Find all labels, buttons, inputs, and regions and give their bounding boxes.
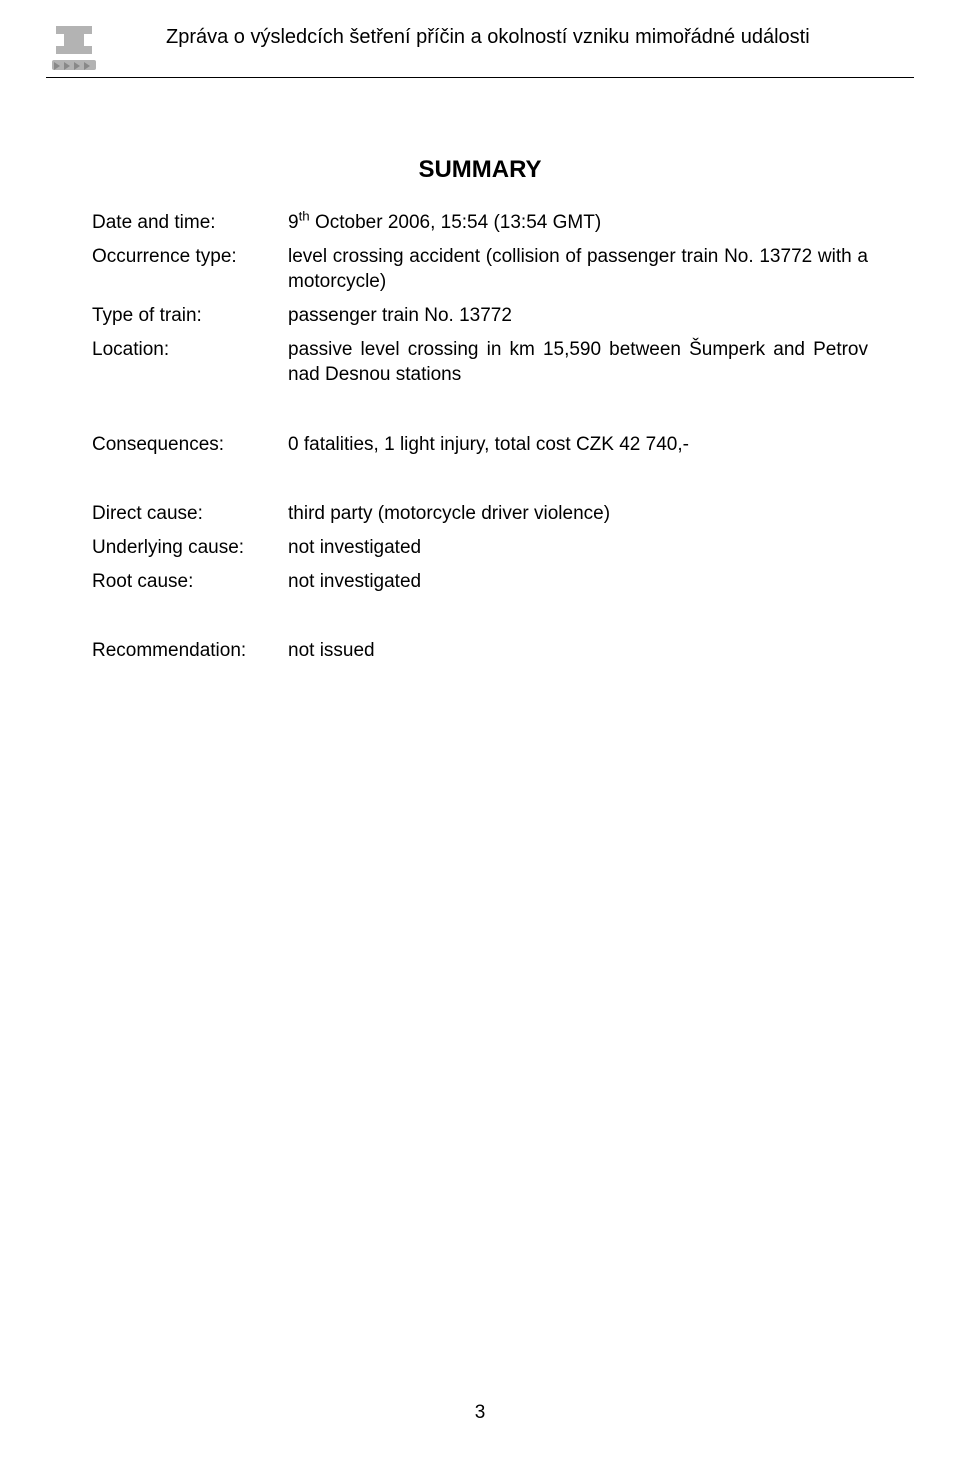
section-gap <box>92 465 868 501</box>
row-date-time: Date and time: 9th October 2006, 15:54 (… <box>92 210 868 236</box>
value-date-time: 9th October 2006, 15:54 (13:54 GMT) <box>288 210 868 236</box>
row-underlying-cause: Underlying cause: not investigated <box>92 535 868 561</box>
ordinal-suffix: th <box>299 209 310 224</box>
label-occurrence: Occurrence type: <box>92 244 288 270</box>
value-root-cause: not investigated <box>288 569 868 595</box>
value-train-type: passenger train No. 13772 <box>288 303 868 329</box>
logo-emblem <box>46 18 102 74</box>
value-recommendation: not issued <box>288 638 868 664</box>
label-location: Location: <box>92 337 288 363</box>
section-gap <box>92 396 868 432</box>
label-consequences: Consequences: <box>92 432 288 458</box>
label-train-type: Type of train: <box>92 303 288 329</box>
content: SUMMARY Date and time: 9th October 2006,… <box>0 78 960 664</box>
value-direct-cause: third party (motorcycle driver violence) <box>288 501 868 527</box>
label-underlying-cause: Underlying cause: <box>92 535 288 561</box>
value-underlying-cause: not investigated <box>288 535 868 561</box>
page-number: 3 <box>0 1402 960 1424</box>
label-date-time: Date and time: <box>92 210 288 236</box>
label-root-cause: Root cause: <box>92 569 288 595</box>
label-direct-cause: Direct cause: <box>92 501 288 527</box>
value-date-prefix: 9 <box>288 212 299 233</box>
value-date-suffix: October 2006, 15:54 (13:54 GMT) <box>310 212 602 233</box>
value-location: passive level crossing in km 15,590 betw… <box>288 337 868 388</box>
row-train-type: Type of train: passenger train No. 13772 <box>92 303 868 329</box>
label-recommendation: Recommendation: <box>92 638 288 664</box>
row-location: Location: passive level crossing in km 1… <box>92 337 868 388</box>
page-header: Zpráva o výsledcích šetření příčin a oko… <box>46 18 914 78</box>
header-title: Zpráva o výsledcích šetření příčin a oko… <box>166 26 914 49</box>
value-consequences: 0 fatalities, 1 light injury, total cost… <box>288 432 868 458</box>
page: Zpráva o výsledcích šetření příčin a oko… <box>0 18 960 1462</box>
row-consequences: Consequences: 0 fatalities, 1 light inju… <box>92 432 868 458</box>
section-gap <box>92 602 868 638</box>
row-recommendation: Recommendation: not issued <box>92 638 868 664</box>
summary-heading: SUMMARY <box>92 156 868 184</box>
row-root-cause: Root cause: not investigated <box>92 569 868 595</box>
row-occurrence: Occurrence type: level crossing accident… <box>92 244 868 295</box>
row-direct-cause: Direct cause: third party (motorcycle dr… <box>92 501 868 527</box>
value-occurrence: level crossing accident (collision of pa… <box>288 244 868 295</box>
